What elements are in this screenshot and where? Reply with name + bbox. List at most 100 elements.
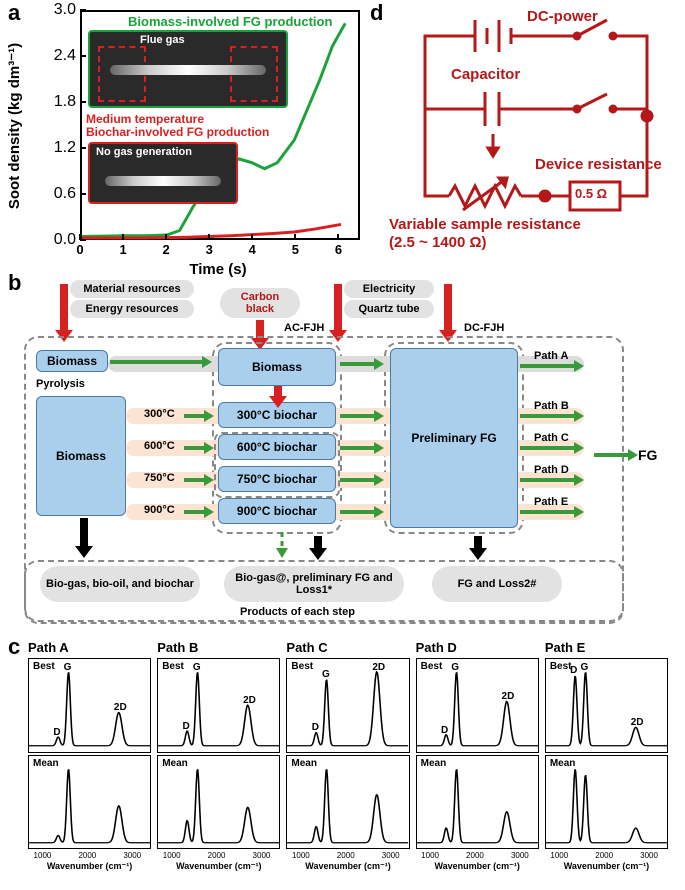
spectrum-xlabel: Wavenumber (cm⁻¹) (286, 861, 409, 872)
y-tick: 0.0 (36, 231, 76, 249)
spectrum-box: DG2DBest (28, 658, 151, 753)
green-arrow-icon (340, 446, 376, 450)
series-label-biochar-2: Biochar-involved FG production (86, 125, 269, 139)
spectrum-box: Mean100020003000 (416, 755, 539, 850)
panel-c-raman: Path ADG2DBestMean100020003000Wavenumber… (28, 640, 668, 872)
temp-label: 900°C (144, 504, 175, 516)
spectrum-title: Path C (286, 640, 409, 658)
oval-products-right: FG and Loss2# (432, 566, 562, 602)
green-arrow-icon (520, 364, 576, 368)
panel-a-chart: Soot density (kg dm³⁻¹) Time (s) Biomass… (18, 6, 358, 266)
x-tick: 2 (163, 242, 170, 257)
black-arrow-icon (314, 536, 322, 550)
spectrum-column: Path DDG2DBestMean100020003000 Wavenumber… (416, 640, 539, 872)
ac-biomass-box: Biomass (218, 348, 336, 386)
inset-green-text: Flue gas (140, 34, 185, 46)
green-arrow-icon (340, 478, 376, 482)
temp-label: 750°C (144, 472, 175, 484)
green-arrow-icon (110, 360, 204, 364)
oval-products-mid: Bio-gas@, preliminary FG and Loss1* (224, 566, 404, 602)
temp-label: 300°C (144, 408, 175, 420)
fg-out-label: FG (638, 447, 657, 463)
spectrum-column: Path ADG2DBestMean100020003000 Wavenumber… (28, 640, 151, 872)
panel-label-b: b (8, 270, 21, 296)
spectrum-xlabel: Wavenumber (cm⁻¹) (545, 861, 668, 872)
capacitor-label: Capacitor (451, 66, 520, 83)
spectrum-xlabel: Wavenumber (cm⁻¹) (28, 861, 151, 872)
green-arrow-icon (184, 510, 206, 514)
green-arrow-icon (184, 478, 206, 482)
variable-res-range: (2.5 ~ 1400 Ω) (389, 234, 487, 251)
oval-elec: Electricity (344, 280, 434, 298)
path-label: Path D (534, 464, 569, 476)
products-label: Products of each step (240, 606, 355, 618)
dc-fjh-label: DC-FJH (464, 322, 504, 334)
series-label-biochar-1: Medium temperature (86, 112, 204, 126)
inset-red-text: No gas generation (96, 146, 192, 158)
biochar-box: 900°C biochar (218, 498, 336, 524)
oval-energy: Energy resources (70, 300, 194, 318)
x-tick: 6 (335, 242, 342, 257)
y-tick: 3.0 (36, 1, 76, 19)
spectrum-xlabel: Wavenumber (cm⁻¹) (416, 861, 539, 872)
spectrum-title: Path D (416, 640, 539, 658)
green-arrow-icon (340, 362, 376, 366)
oval-quartz: Quartz tube (344, 300, 434, 318)
spectrum-xlabel: Wavenumber (cm⁻¹) (157, 861, 280, 872)
spectrum-column: Path CDG2DBestMean100020003000Wavenumber… (286, 640, 409, 872)
black-arrow-icon (80, 518, 88, 548)
path-label: Path B (534, 400, 569, 412)
spectrum-title: Path A (28, 640, 151, 658)
variable-res-label: Variable sample resistance (389, 216, 581, 233)
panel-d-circuit: DC-power Capacitor Device resistance 0.5… (385, 6, 671, 261)
green-arrow-icon (340, 414, 376, 418)
spectrum-box: DG2DBest (286, 658, 409, 753)
x-tick: 4 (249, 242, 256, 257)
black-arrow-icon (474, 536, 482, 550)
ac-fjh-label: AC-FJH (284, 322, 324, 334)
spectrum-box: Mean100020003000 (28, 755, 151, 850)
device-res-label: Device resistance (535, 156, 662, 173)
panel-label-c: c (8, 634, 20, 660)
chart-area: Biomass-involved FG production Medium te… (80, 10, 360, 240)
red-arrow-icon (334, 284, 342, 332)
pyrolysis-label: Pyrolysis (36, 378, 85, 390)
inset-green: Flue gas (88, 30, 288, 108)
x-axis-title: Time (s) (189, 261, 246, 278)
biomass-box-small: Biomass (36, 350, 108, 372)
spectrum-column: Path BDG2DBestMean100020003000 Wavenumber… (157, 640, 280, 872)
green-arrow-icon (184, 414, 206, 418)
oval-material: Material resources (70, 280, 194, 298)
green-arrow-icon (184, 446, 206, 450)
x-tick: 1 (119, 242, 126, 257)
series-label-biomass: Biomass-involved FG production (128, 14, 332, 29)
y-tick: 2.4 (36, 47, 76, 65)
panel-b-flowchart: Material resources Energy resources Carb… (24, 280, 664, 630)
x-tick: 3 (206, 242, 213, 257)
spectrum-box: DG2DBest (416, 658, 539, 753)
spectrum-box: DG2DBest (157, 658, 280, 753)
green-arrow-icon (340, 510, 376, 514)
spectrum-column: Path EDG2DBestMean100020003000Wavenumber… (545, 640, 668, 872)
fg-arrow-icon (594, 453, 630, 457)
green-dash-arrow-icon (272, 532, 292, 560)
red-arrow-icon (444, 284, 452, 332)
y-tick: 1.8 (36, 93, 76, 111)
red-arrow-icon (60, 284, 68, 332)
preliminary-fg-box: Preliminary FG (390, 348, 518, 528)
x-tick: 5 (292, 242, 299, 257)
dc-power-label: DC-power (527, 8, 598, 25)
green-arrow-icon (520, 510, 576, 514)
path-label: Path E (534, 496, 568, 508)
spectrum-title: Path B (157, 640, 280, 658)
inset-red: No gas generation (88, 142, 238, 204)
oval-products-left: Bio-gas, bio-oil, and biochar (40, 566, 200, 602)
oval-carbon: Carbon black (220, 288, 300, 318)
y-axis-title: Soot density (kg dm³⁻¹) (5, 43, 23, 209)
device-res-value: 0.5 Ω (575, 186, 607, 201)
spectrum-box: Mean100020003000 (157, 755, 280, 850)
green-arrow-icon (520, 478, 576, 482)
green-arrow-icon (520, 414, 576, 418)
y-tick: 0.6 (36, 185, 76, 203)
temp-label: 600°C (144, 440, 175, 452)
